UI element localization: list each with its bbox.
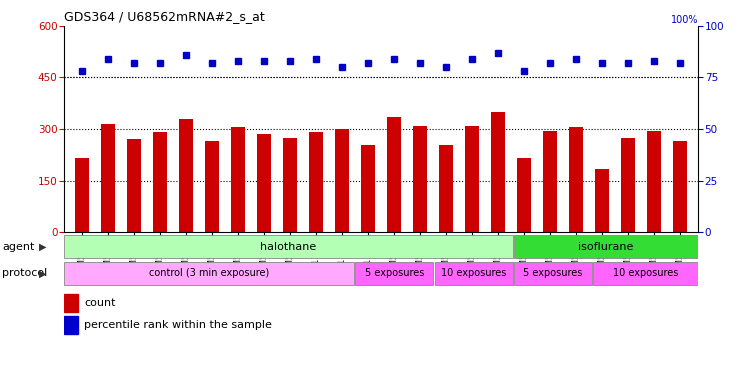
Text: ▶: ▶ <box>39 268 47 279</box>
Bar <box>75 158 89 232</box>
Bar <box>387 117 401 232</box>
Bar <box>543 131 557 232</box>
Bar <box>595 169 609 232</box>
Bar <box>283 138 297 232</box>
Bar <box>309 132 323 232</box>
Bar <box>621 138 635 232</box>
Bar <box>65 235 513 258</box>
Bar <box>517 158 531 232</box>
Bar <box>231 127 246 232</box>
Text: 5 exposures: 5 exposures <box>523 268 583 279</box>
Bar <box>127 139 141 232</box>
Bar <box>647 131 662 232</box>
Bar <box>569 127 584 232</box>
Text: isoflurane: isoflurane <box>578 242 634 252</box>
Bar <box>413 126 427 232</box>
Bar <box>65 262 354 285</box>
Bar <box>514 235 698 258</box>
Text: GDS364 / U68562mRNA#2_s_at: GDS364 / U68562mRNA#2_s_at <box>64 10 264 23</box>
Bar <box>153 132 167 232</box>
Bar <box>64 294 78 312</box>
Text: ▶: ▶ <box>39 242 47 252</box>
Bar <box>101 124 115 232</box>
Bar <box>335 129 349 232</box>
Bar <box>673 141 687 232</box>
Bar <box>439 145 454 232</box>
Text: 5 exposures: 5 exposures <box>365 268 424 279</box>
Text: 100%: 100% <box>671 15 698 25</box>
Bar <box>465 126 479 232</box>
Bar <box>593 262 698 285</box>
Text: percentile rank within the sample: percentile rank within the sample <box>84 320 272 330</box>
Bar <box>435 262 513 285</box>
Text: halothane: halothane <box>261 242 317 252</box>
Bar <box>205 141 219 232</box>
Bar <box>491 112 505 232</box>
Text: agent: agent <box>2 242 35 252</box>
Bar <box>361 145 376 232</box>
Text: 10 exposures: 10 exposures <box>613 268 678 279</box>
Text: count: count <box>84 298 116 308</box>
Bar <box>64 316 78 334</box>
Bar <box>355 262 433 285</box>
Text: protocol: protocol <box>2 268 47 279</box>
Bar <box>179 119 193 232</box>
Bar <box>514 262 592 285</box>
Bar <box>257 134 271 232</box>
Text: 10 exposures: 10 exposures <box>441 268 506 279</box>
Text: control (3 min exposure): control (3 min exposure) <box>149 268 270 279</box>
